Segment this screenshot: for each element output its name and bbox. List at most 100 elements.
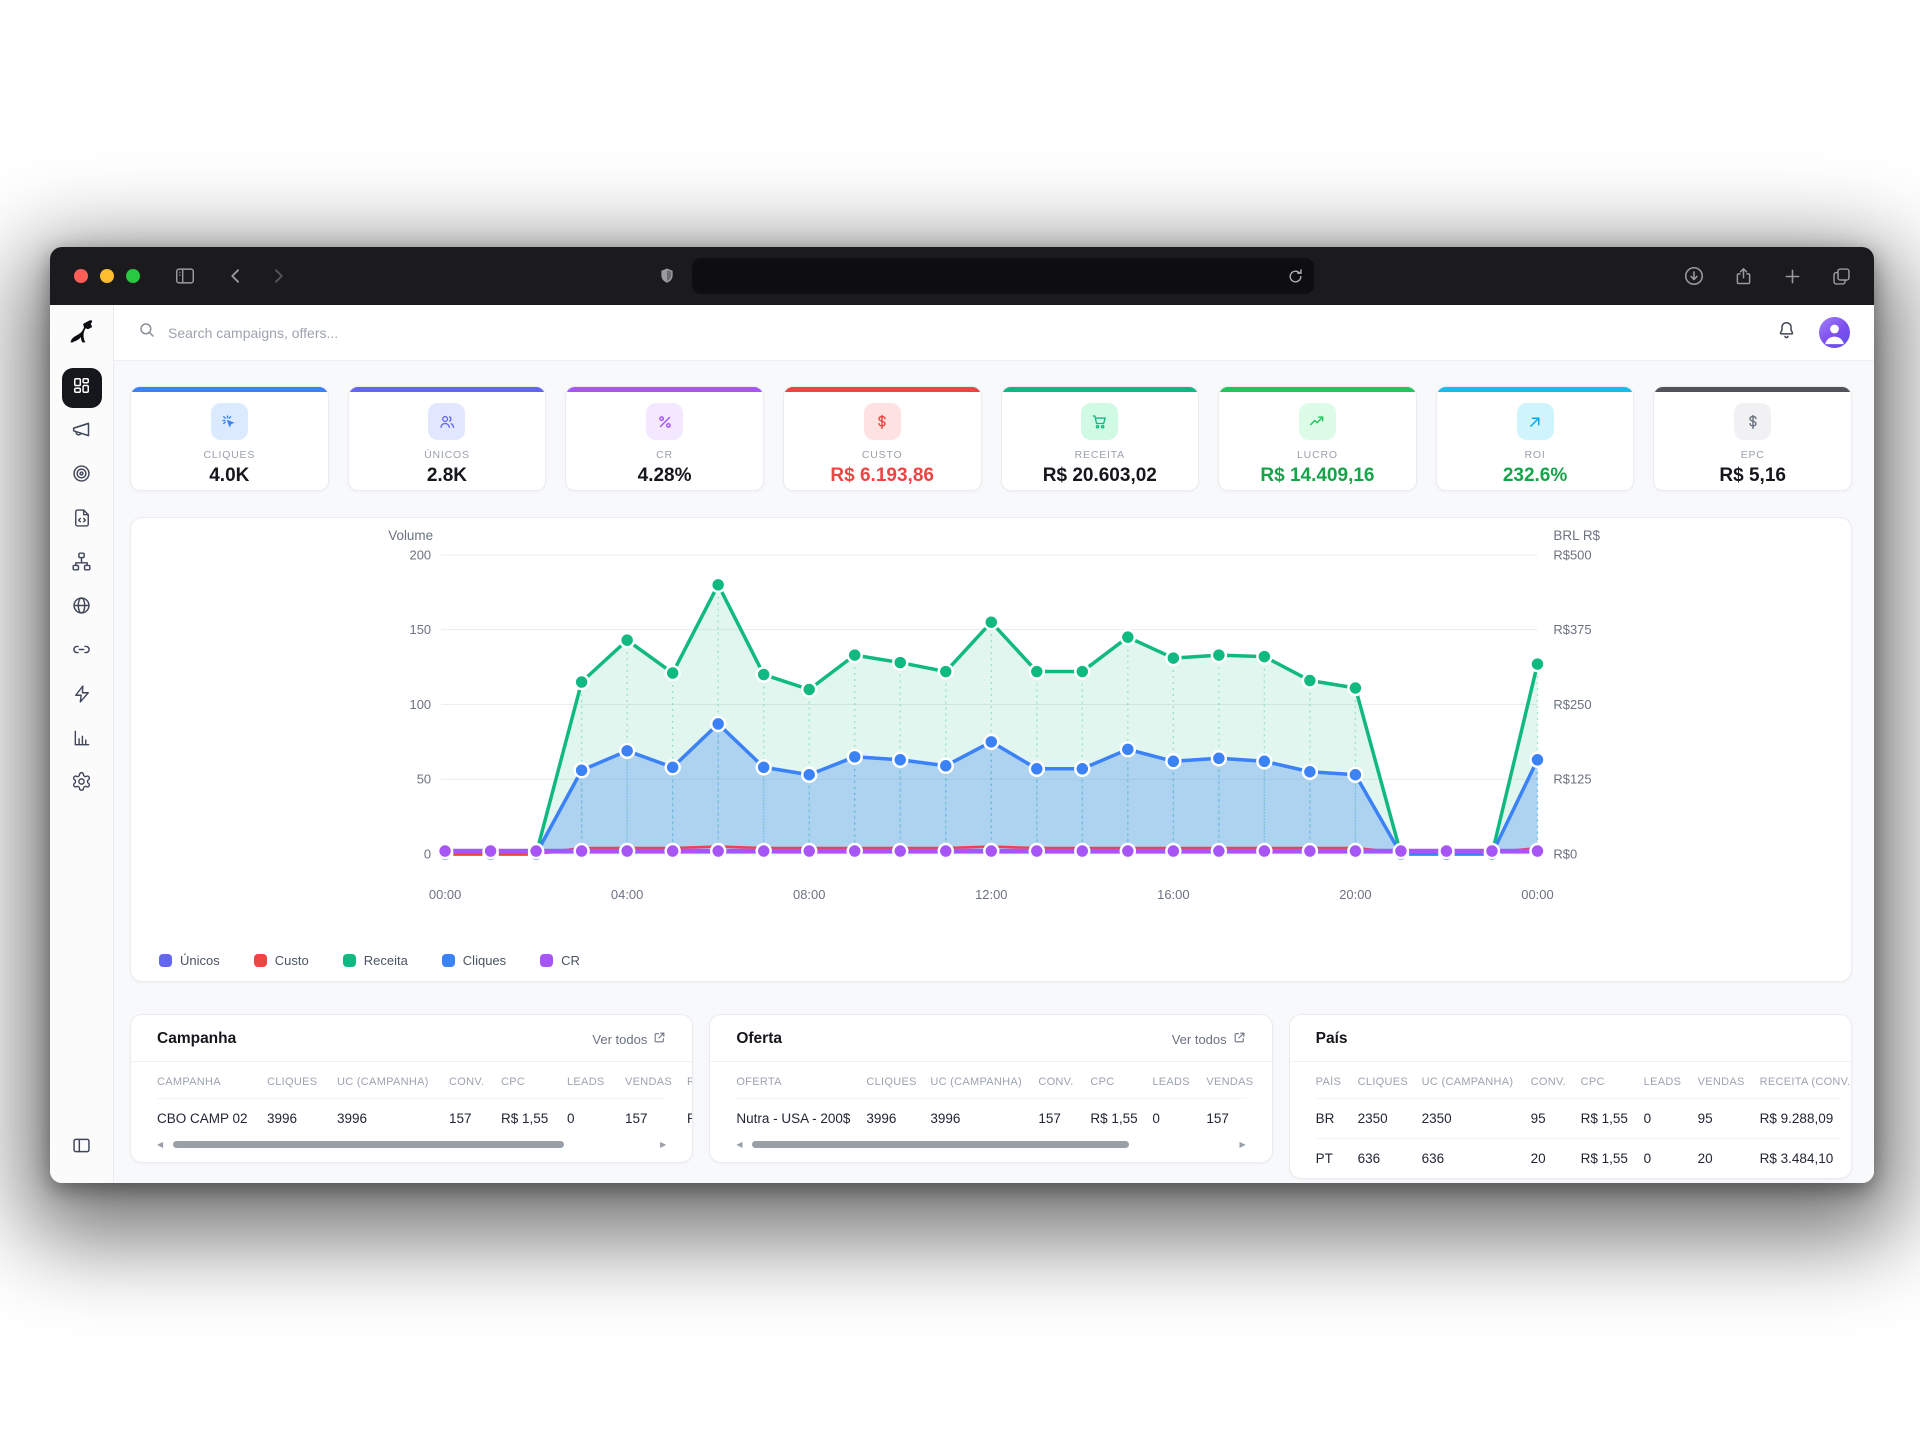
legend-swatch — [342, 954, 356, 967]
zoom-window-button[interactable] — [126, 269, 140, 283]
sidebar-item-landing-pages[interactable] — [60, 498, 104, 542]
column-header: LEADS — [1643, 1076, 1682, 1088]
legend-swatch — [540, 954, 554, 967]
close-window-button[interactable] — [74, 269, 88, 283]
kpi-card-unicos[interactable]: ÚNICOS 2.8K — [347, 386, 547, 491]
scroll-left-arrow-icon[interactable]: ◀ — [736, 1139, 743, 1149]
downloads-icon[interactable] — [1683, 265, 1705, 287]
table-cell: R$ 1,55 — [1090, 1111, 1138, 1126]
bell-icon[interactable] — [1776, 320, 1797, 346]
share-icon[interactable] — [1733, 266, 1754, 287]
search-icon — [138, 321, 156, 344]
sidebar-item-dashboard[interactable] — [60, 366, 104, 410]
table-cell: 95 — [1530, 1111, 1546, 1126]
column-header: CONV. — [1530, 1076, 1566, 1088]
sidebar-item-reports[interactable] — [60, 718, 104, 762]
sidebar-item-settings[interactable] — [60, 762, 104, 806]
svg-text:R$125: R$125 — [1553, 772, 1591, 787]
legend-item[interactable]: CR — [540, 953, 580, 968]
line-chart[interactable]: 0 R$0 50 R$125 100 R$250 150 R$375 200 R$500 Volum… — [131, 518, 1851, 982]
kpi-card-cliques[interactable]: CLIQUES 4.0K — [130, 386, 329, 491]
column-header: LEADS — [1152, 1076, 1190, 1088]
svg-text:08:00: 08:00 — [793, 887, 825, 902]
column-header: CLIQUES — [866, 1076, 917, 1088]
search-input[interactable] — [168, 324, 588, 341]
table-row[interactable]: BR 2350 2350 95 R$ 1,55 0 95 R$ 9.288,09 — [1315, 1099, 1841, 1139]
shield-icon[interactable] — [658, 266, 676, 286]
reload-icon[interactable] — [1287, 268, 1304, 285]
svg-text:200: 200 — [409, 547, 431, 562]
legend-item[interactable]: Receita — [342, 953, 408, 968]
table-row[interactable]: CBO CAMP 02 3996 3996 157 R$ 1,55 0 157 R$ — [157, 1099, 692, 1138]
table-cell: 0 — [1643, 1151, 1652, 1166]
kpi-card-roi[interactable]: ROI 232.6% — [1435, 386, 1635, 491]
scroll-right-arrow-icon[interactable]: ▶ — [1239, 1139, 1246, 1149]
scroll-right-arrow-icon[interactable]: ▶ — [660, 1139, 667, 1149]
table-cell: 0 — [1643, 1111, 1652, 1126]
sidebar-item-campaigns[interactable] — [60, 410, 104, 454]
kpi-card-custo[interactable]: CUSTO R$ 6.193,86 — [782, 386, 982, 491]
horizontal-scrollbar[interactable]: ◀ ▶ — [157, 1138, 666, 1150]
table-cell: R$ 1,55 — [1580, 1111, 1628, 1126]
svg-text:R$375: R$375 — [1553, 622, 1591, 637]
gear-icon — [71, 771, 92, 797]
sidebar-item-automation[interactable] — [60, 674, 104, 718]
kpi-label: EPC — [1740, 449, 1765, 461]
sidebar-item-domains[interactable] — [60, 586, 104, 630]
oferta-ver-todos-link[interactable]: Ver todos — [1172, 1031, 1246, 1047]
svg-text:20:00: 20:00 — [1339, 887, 1371, 902]
tab-overview-icon[interactable] — [1831, 266, 1852, 287]
legend-item[interactable]: Custo — [253, 953, 309, 968]
minimize-window-button[interactable] — [100, 269, 114, 283]
table-row[interactable]: Nutra - USA - 200$ 3996 3996 157 R$ 1,55 0 157… — [736, 1099, 1245, 1138]
trending-up-icon — [1298, 403, 1336, 440]
traffic-chart-card: 0 R$0 50 R$125 100 R$250 150 R$375 200 R$500 Volum… — [130, 517, 1852, 982]
kpi-value: 2.8K — [426, 465, 467, 486]
svg-text:50: 50 — [417, 772, 431, 787]
table-cell: 20 — [1530, 1151, 1546, 1166]
svg-text:BRL R$: BRL R$ — [1553, 528, 1600, 543]
kpi-accent — [348, 387, 546, 392]
scrollbar-thumb[interactable] — [752, 1140, 1130, 1148]
browser-sidebar-toggle-icon[interactable] — [174, 265, 196, 287]
sidebar-item-links[interactable] — [60, 630, 104, 674]
kpi-card-cr[interactable]: CR 4.28% — [565, 386, 764, 491]
pais-title: País — [1315, 1030, 1348, 1047]
address-bar[interactable] — [691, 258, 1314, 294]
legend-label: Únicos — [180, 953, 220, 968]
dog-logo[interactable] — [68, 318, 95, 350]
browser-titlebar — [50, 247, 1874, 305]
kpi-accent — [566, 387, 763, 392]
new-tab-icon[interactable] — [1782, 266, 1803, 287]
table-cell: 0 — [1152, 1111, 1160, 1126]
forward-icon[interactable] — [268, 266, 288, 286]
sidebar-item-flows[interactable] — [60, 542, 104, 586]
back-icon[interactable] — [226, 266, 246, 286]
column-header: CPC — [501, 1076, 526, 1088]
sidebar-item-offers[interactable] — [60, 454, 104, 498]
svg-text:16:00: 16:00 — [1157, 887, 1189, 902]
kpi-card-receita[interactable]: RECEITA R$ 20.603,02 — [1000, 386, 1200, 491]
sidebar-collapse-icon[interactable] — [60, 1123, 104, 1167]
table-cell: 157 — [1206, 1111, 1229, 1126]
campanha-ver-todos-link[interactable]: Ver todos — [592, 1031, 666, 1047]
globe-icon — [71, 595, 92, 621]
column-header: CONV. — [449, 1076, 485, 1088]
legend-item[interactable]: Cliques — [441, 953, 506, 968]
table-cell: R$ 9.288,09 — [1759, 1111, 1834, 1126]
kpi-card-lucro[interactable]: LUCRO R$ 14.409,16 — [1218, 386, 1417, 491]
table-row[interactable]: PT 636 636 20 R$ 1,55 0 20 R$ 3.484,10 — [1316, 1139, 1841, 1178]
search-bar[interactable] — [138, 321, 1776, 344]
table-cell: R$ 1,55 — [501, 1111, 549, 1126]
scroll-left-arrow-icon[interactable]: ◀ — [157, 1139, 164, 1149]
legend-swatch — [253, 954, 267, 967]
scrollbar-thumb[interactable] — [173, 1140, 565, 1148]
kpi-card-epc[interactable]: EPC R$ 5,16 — [1653, 386, 1852, 491]
horizontal-scrollbar[interactable]: ◀ ▶ — [736, 1138, 1245, 1150]
svg-text:R$0: R$0 — [1553, 847, 1577, 862]
legend-item[interactable]: Únicos — [159, 953, 220, 968]
table-cell: R$ 1,55 — [1580, 1151, 1628, 1166]
svg-text:150: 150 — [409, 622, 431, 637]
avatar[interactable] — [1819, 317, 1850, 348]
table-cell: 2350 — [1357, 1111, 1388, 1126]
